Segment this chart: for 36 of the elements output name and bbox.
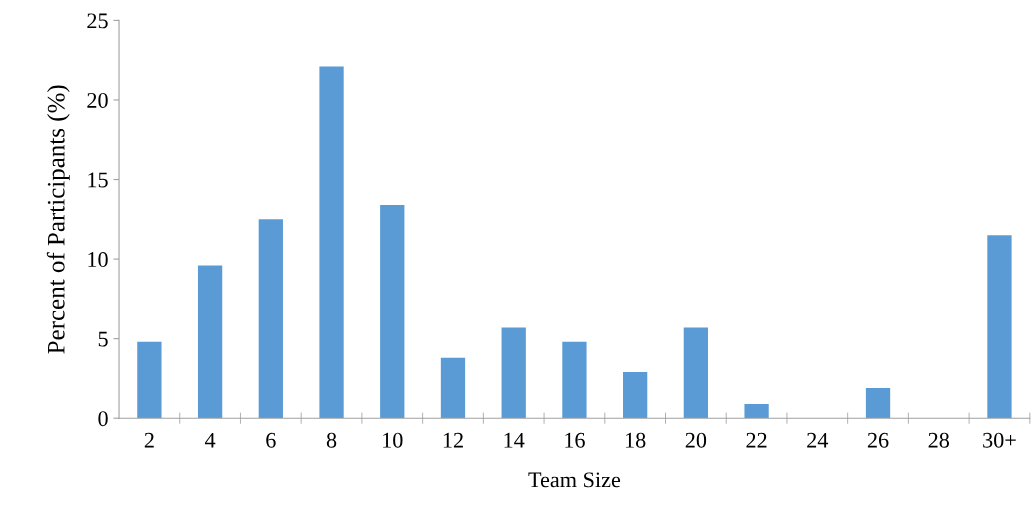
y-tick-label: 5 <box>98 331 108 347</box>
bar <box>319 66 344 419</box>
y-tick-label: 10 <box>88 252 108 268</box>
y-tick-label: 20 <box>87 92 108 108</box>
bar <box>683 327 709 419</box>
x-tick-label: 28 <box>928 432 950 448</box>
x-tick-label: 6 <box>266 432 276 448</box>
bar <box>623 372 648 419</box>
x-tick-label: 14 <box>504 432 525 448</box>
x-tick-label: 10 <box>383 432 403 448</box>
bar <box>744 403 769 419</box>
x-tick-label: 8 <box>326 432 337 448</box>
bar <box>197 265 223 419</box>
x-tick-label: 2 <box>144 432 154 448</box>
x-tick-label: 4 <box>204 432 216 448</box>
x-tick-label: 26 <box>867 432 889 448</box>
y-tick-label: 15 <box>88 172 108 188</box>
bar <box>440 357 466 419</box>
x-tick-label: 30+ <box>983 432 1016 448</box>
x-tick-label: 12 <box>443 432 463 448</box>
bar <box>501 327 526 419</box>
bar <box>987 235 1012 419</box>
y-axis-title: Percent of Participants (%) <box>46 85 70 354</box>
y-tick-label: 25 <box>87 13 108 29</box>
x-axis-title: Team Size <box>528 472 621 488</box>
x-tick-label: 24 <box>807 432 829 448</box>
bar <box>865 387 891 419</box>
bar <box>258 219 283 419</box>
bar <box>137 341 162 419</box>
x-tick-label: 18 <box>625 432 646 448</box>
y-tick-label: 0 <box>98 411 108 427</box>
x-tick-label: 20 <box>685 432 707 448</box>
x-tick-label: 22 <box>746 432 767 448</box>
bar <box>562 341 587 419</box>
x-tick-label: 16 <box>565 432 585 448</box>
bar <box>380 204 405 419</box>
